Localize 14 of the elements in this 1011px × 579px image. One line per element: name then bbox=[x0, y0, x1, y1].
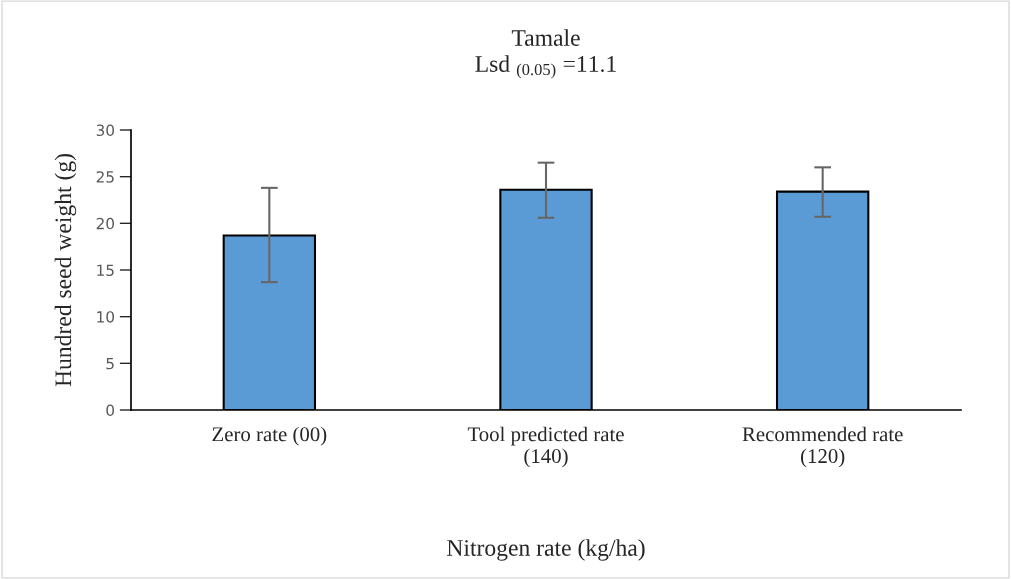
y-tick-label: 15 bbox=[97, 264, 114, 277]
x-tick-label: Tool predicted rate (140) bbox=[467, 426, 624, 468]
y-tick-label: 30 bbox=[96, 124, 115, 137]
x-tick-label: Recommended rate (120) bbox=[742, 426, 903, 468]
y-tick-label: 20 bbox=[96, 217, 115, 230]
x-tick-label: Zero rate (00) bbox=[212, 426, 327, 446]
y-axis-title: Hundred seed weight (g) bbox=[54, 154, 77, 387]
y-tick-label: 0 bbox=[106, 404, 115, 417]
x-axis-title: Nitrogen rate (kg/ha) bbox=[447, 539, 645, 561]
chart-title: Tamale bbox=[511, 29, 580, 46]
y-tick-label: 10 bbox=[97, 311, 115, 323]
y-tick-label: 5 bbox=[106, 358, 114, 370]
y-tick-label: 25 bbox=[96, 171, 114, 183]
chart-subtitle: Lsd $_{(0.05)}$ =11.1 bbox=[475, 55, 616, 79]
